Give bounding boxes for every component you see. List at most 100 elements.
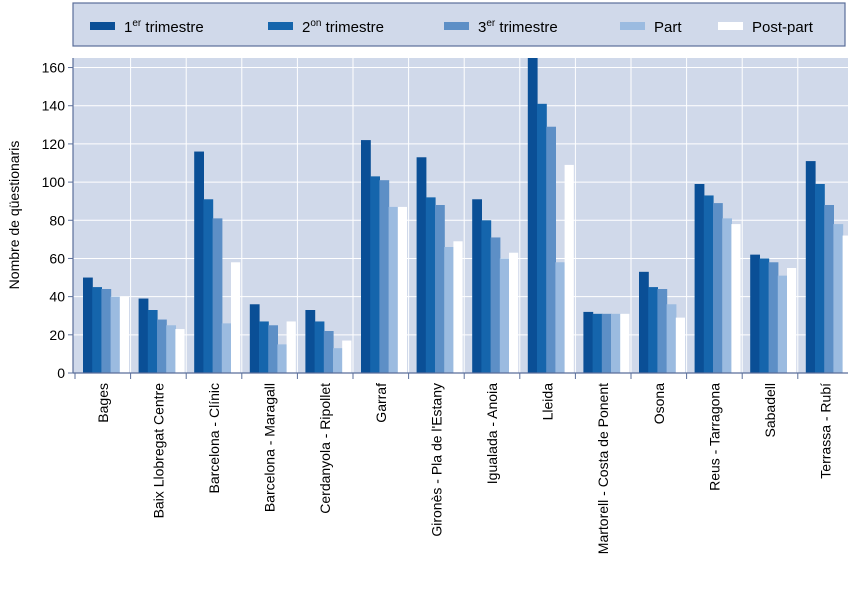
bar [388, 206, 399, 373]
legend-swatch [620, 22, 645, 30]
bar [92, 287, 102, 373]
legend-swatch [268, 22, 293, 30]
legend-item: 2on trimestre [268, 18, 384, 36]
bar [750, 254, 760, 373]
x-axis: Bages Baix Llobregat Centre Barcelona - Cl… [73, 372, 848, 554]
bar [509, 252, 519, 373]
bar [453, 241, 463, 373]
bar [249, 304, 260, 373]
bar [694, 184, 705, 373]
legend: 1er trimestre 2on trimestre 3er trimestre P… [72, 2, 846, 47]
x-tick-label: Lleida [540, 383, 556, 421]
bar [323, 331, 334, 373]
bar [277, 344, 288, 373]
bar [435, 205, 445, 373]
y-axis-label: Nombre de qüestionaris [6, 141, 22, 290]
legend-item: 3er trimestre [444, 18, 558, 36]
bar [703, 195, 714, 373]
bar [537, 103, 547, 374]
bar [397, 206, 407, 373]
bar [342, 340, 352, 373]
bar [815, 184, 825, 373]
bar [221, 323, 232, 373]
bar [592, 313, 603, 373]
bar [259, 321, 269, 373]
y-tick-label: 140 [42, 98, 66, 114]
bar [333, 348, 343, 373]
bar [648, 287, 658, 373]
bar [175, 329, 185, 373]
x-tick-label: Sabadell [762, 383, 778, 438]
bar [119, 296, 129, 373]
bar [527, 58, 538, 373]
x-tick-label: Bages [95, 383, 111, 423]
bar [824, 205, 834, 373]
bar [286, 321, 296, 373]
legend-swatch [718, 22, 743, 30]
bar [194, 151, 204, 373]
bar [83, 277, 93, 373]
bar [759, 258, 770, 373]
y-tick-label: 20 [49, 327, 65, 343]
bar [768, 262, 779, 373]
bar [481, 220, 492, 373]
legend-item: 1er trimestre [90, 18, 204, 36]
bar [361, 140, 371, 373]
x-tick-label: Martorell - Costa de Ponent [595, 383, 611, 554]
x-tick-label: Garraf [373, 383, 389, 423]
legend-swatch [90, 22, 115, 30]
bar [305, 310, 316, 373]
bar [147, 310, 158, 373]
y-tick-label: 100 [42, 174, 66, 190]
bar [499, 258, 510, 373]
bar [212, 218, 223, 373]
x-tick-label: Baix Llobregat Centre [150, 383, 166, 519]
legend-label: 2on trimestre [302, 18, 384, 36]
x-tick-label: Barcelona - Clínic [206, 383, 222, 494]
bar [268, 325, 278, 373]
bar [110, 296, 121, 373]
bar [805, 161, 816, 373]
bar [713, 203, 723, 373]
bar [157, 319, 167, 373]
bar [425, 197, 436, 373]
bar [833, 224, 844, 373]
x-tick-label: Igualada - Anoia [484, 383, 500, 484]
bar [564, 164, 574, 373]
bar [583, 311, 594, 373]
bar [787, 268, 797, 373]
legend-label: 3er trimestre [478, 18, 558, 36]
bar [138, 298, 149, 373]
x-tick-label: Cerdanyola - Ripollet [317, 383, 333, 514]
bar [842, 235, 848, 373]
y-axis: 0 20 40 60 80 100 120 140 160 [42, 58, 74, 381]
legend-item: Post-part [718, 19, 814, 36]
x-tick-label: Gironès - Pla de l'Estany [428, 383, 444, 537]
bar [370, 176, 380, 373]
bar [416, 157, 427, 373]
legend-item: Part [620, 19, 682, 36]
bar [231, 262, 241, 373]
bar [666, 304, 677, 373]
bar [490, 237, 501, 373]
y-tick-label: 40 [49, 289, 65, 305]
y-tick-label: 160 [42, 60, 66, 76]
bar [611, 313, 621, 373]
bar [555, 262, 566, 373]
bar [639, 271, 649, 373]
bar [657, 289, 668, 373]
x-tick-label: Barcelona - Maragall [262, 383, 278, 512]
bar [379, 180, 390, 373]
bar [314, 321, 325, 373]
y-tick-label: 120 [42, 136, 66, 152]
bar [101, 289, 112, 373]
legend-label: Part [654, 19, 682, 36]
bar [731, 224, 741, 373]
x-tick-label: Osona [651, 383, 667, 424]
bar [546, 126, 556, 374]
y-tick-label: 0 [57, 365, 65, 381]
legend-label: Post-part [752, 19, 814, 36]
y-tick-label: 80 [49, 212, 65, 228]
bar [166, 325, 176, 373]
